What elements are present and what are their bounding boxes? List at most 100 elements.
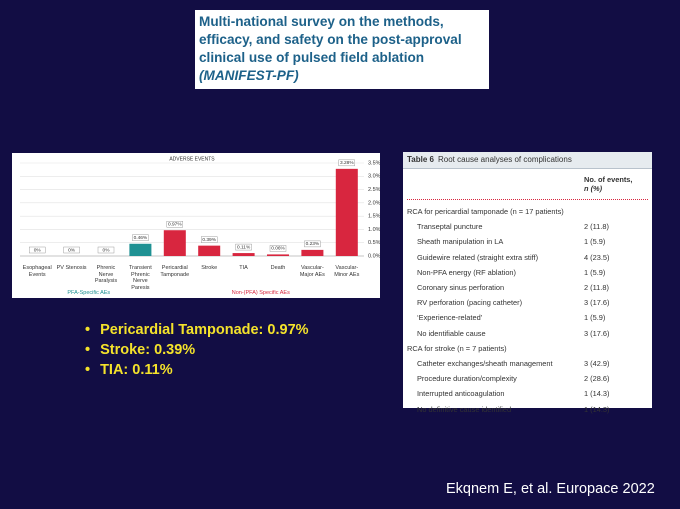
count: 1 (5.9) [584,313,606,323]
chart: ADVERSE EVENTS 0.0% 0.5% 1.0% 1.5% 2.0% 2.5% 3… [12,153,380,298]
y-tick-label: 1.0% [368,227,380,233]
label-frame [304,240,321,248]
label-frame [29,246,46,254]
table-header: No. of events, n (%) [403,169,652,199]
value-label-box: 0% [63,246,80,254]
bar [232,253,255,256]
count: 2 (11.8) [584,222,609,232]
bullets: Pericardial Tamponade: 0.97%Stroke: 0.39… [85,320,309,380]
chart-title: ADVERSE EVENTS [169,156,215,162]
value-label: 0% [34,247,42,253]
x-tick-label: Vascular-Major AEs [299,265,325,278]
value-label: 0% [103,247,111,253]
x-tick-label: Vascular-Minor AEs [334,265,360,278]
value-label: 0.46% [134,235,148,241]
chart-svg: ADVERSE EVENTS 0.0% 0.5% 1.0% 1.5% 2.0% 2.5% 3… [20,156,380,259]
table-row: Transeptal puncture 2 (11.8) [403,219,652,234]
table: Table 6 Root cause analyses of complicati… [403,152,652,414]
section-row: RCA for pericardial tamponade (n = 17 pa… [403,204,652,219]
table-caption: Table 6 Root cause analyses of complicati… [403,152,652,169]
bullet: Stroke: 0.39% [85,340,309,360]
cause: Catheter exchanges/sheath management [417,358,553,368]
value-label-box: 0.11% [235,243,252,251]
label-frame [97,246,115,254]
value-label-box: 3.28% [338,159,355,167]
section-heading: RCA for stroke (n = 7 patients) [407,343,507,353]
x-tick-label: Stroke [201,265,218,271]
cause: Interrupted anticoagulation [417,389,505,399]
header: No. of events, [584,175,633,184]
value-label: 0.23% [306,241,320,247]
bar [301,249,324,256]
section-heading: RCA for pericardial tamponade (n = 17 pa… [407,207,564,217]
label-frame [338,159,355,167]
title-line: clinical use of pulsed field ablation [199,50,425,65]
caption: Root cause analyses of complications [437,155,572,164]
label-frame [132,234,149,241]
group-label: Non-(PFA) Specific AEs [231,290,290,296]
bar [266,254,290,256]
x-tick-label: Pericardial Tamponade [160,265,190,278]
bar [163,230,186,256]
y-tick-label: 2.0% [368,200,380,206]
cause: Sheath manipulation in LA [417,237,504,247]
cause: Transeptal puncture [417,222,483,232]
y-tick-label: 0.0% [368,253,380,259]
x-tick-label: Transient Phrenic Nerve Paresis [129,265,152,291]
table-row: Interrupted anticoagulation 1 (14.3) [403,386,652,401]
table-row: Procedure duration/complexity 2 (28.6) [403,371,652,386]
value-label: 3.28% [340,160,354,166]
table-body: RCA for pericardial tamponade (n = 17 pa… [403,204,652,417]
cause: RV perforation (pacing catheter) [417,298,523,308]
cause: Procedure duration/complexity [417,374,517,384]
header: n (%) [584,184,603,193]
label-frame [200,236,218,243]
cause: Non-PFA energy (RF ablation) [417,267,516,277]
count: 3 (17.6) [584,328,610,338]
title-line: Multi-national survey on the methods, [199,14,444,29]
count: 4 (23.5) [584,252,610,262]
cause: No identifiable cause [417,328,486,338]
y-tick-label: 0.5% [368,240,380,246]
count: 2 (11.8) [584,283,609,293]
table-row: No definitive cause identified 1 (14.3) [403,401,652,416]
table-label: Table 6 [407,155,434,164]
value-label: 0.39% [202,237,216,243]
x-tick-label: PV Stenosis [56,265,87,271]
bar [198,245,221,256]
count: 1 (5.9) [584,237,606,247]
cause: Guidewire related (straight extra stiff) [417,252,539,262]
citation: Ekqnem E, et al. Europace 2022 [446,481,655,497]
section-row: RCA for stroke (n = 7 patients) [403,341,652,356]
table-row: RV perforation (pacing catheter) 3 (17.6) [403,295,652,310]
x-tick-label: Phrenic Nerve Paralysis [94,265,118,284]
count: 3 (17.6) [584,298,610,308]
value-label-box: 0% [29,246,46,254]
bullet: TIA: 0.11% [85,360,309,380]
value-label-box: 0.46% [132,234,149,241]
cause: Coronary sinus perforation [417,283,505,293]
value-label: 0.97% [168,221,182,227]
x-tick-label: Esophageal Events [22,265,52,278]
y-tick-label: 2.5% [368,187,380,193]
label-frame [63,246,80,254]
title-line: efficacy, and safety on the post-approva… [199,32,462,47]
value-label-box: 0.39% [200,236,218,243]
cause: ‘Experience-related’ [417,313,483,323]
bullet: Pericardial Tamponade: 0.97% [85,320,308,340]
table-row: Non-PFA energy (RF ablation) 1 (5.9) [403,265,652,280]
label-frame [269,245,287,252]
count: 2 (28.6) [584,374,610,384]
label-frame [166,221,184,228]
count: 1 (14.3) [584,404,610,414]
x-tick-label: TIA [239,265,248,271]
table-row: ‘Experience-related’ 1 (5.9) [403,310,652,325]
count: 3 (42.9) [584,358,610,368]
bar [129,243,152,256]
table-row: No identifiable cause 3 (17.6) [403,326,652,341]
count: 1 (5.9) [584,267,606,277]
value-label-box: 0% [97,246,115,254]
group-label: PFA-Specific AEs [67,290,111,296]
label-frame [235,243,252,251]
